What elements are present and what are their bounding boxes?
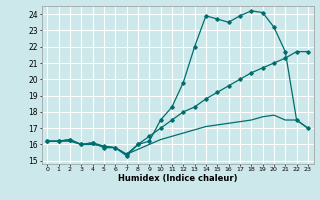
X-axis label: Humidex (Indice chaleur): Humidex (Indice chaleur) xyxy=(118,174,237,183)
